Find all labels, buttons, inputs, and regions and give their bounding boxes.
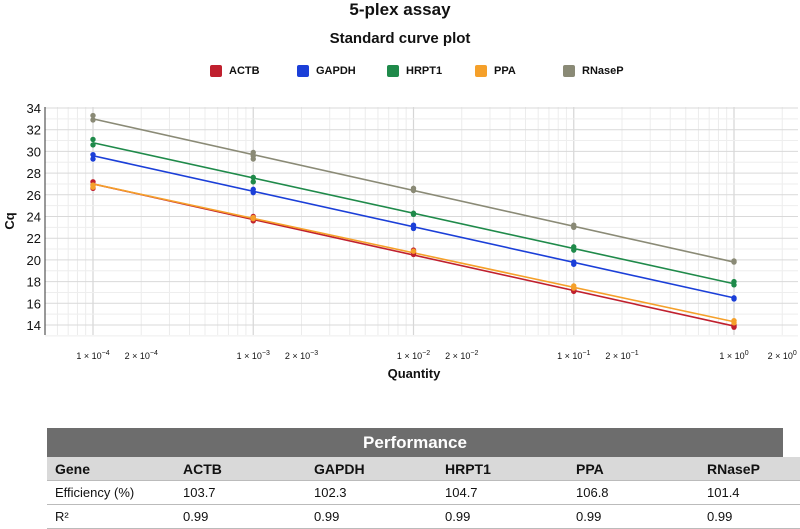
- data-point-hrpt1: [90, 136, 96, 143]
- efficiency-row: Efficiency (%) 103.7 102.3 104.7 106.8 1…: [47, 480, 800, 505]
- legend-item-ppa: PPA: [475, 65, 516, 77]
- x-axis-title: Quantity: [388, 366, 441, 381]
- data-point-hrpt1: [250, 174, 256, 181]
- x-tick-label: 2 × 10−1: [605, 350, 638, 361]
- data-point-ppa: [90, 184, 96, 190]
- y-tick-label: 18: [27, 275, 41, 290]
- data-point-hrpt1: [90, 142, 96, 148]
- column-header-hrpt1: HRPT1: [437, 457, 568, 481]
- efficiency-rnasep: 101.4: [699, 480, 800, 505]
- y-tick-label: 32: [27, 123, 41, 138]
- efficiency-ppa: 106.8: [568, 480, 699, 505]
- data-point-gapdh: [90, 156, 96, 162]
- data-point-hrpt1: [410, 211, 417, 218]
- efficiency-actb: 103.7: [175, 480, 306, 505]
- data-point-gapdh: [410, 225, 417, 232]
- efficiency-gapdh: 102.3: [306, 480, 437, 505]
- x-tick-label: 1 × 10−2: [397, 350, 430, 361]
- chart-subtitle: Standard curve plot: [329, 30, 471, 47]
- data-point-hrpt1: [571, 247, 577, 253]
- data-point-hrpt1: [731, 282, 737, 288]
- chart-legend: ACTB GAPDH HRPT1 PPA RNaseP: [0, 65, 800, 83]
- efficiency-hrpt1: 104.7: [437, 480, 568, 505]
- data-point-gapdh: [90, 151, 96, 158]
- data-point-actb: [731, 324, 737, 330]
- legend-swatch-rnasep: [563, 65, 575, 77]
- standard-curve-plot: 14 16 18 20 22 24 26 28 30 32 34 1 × 10−4 2 × 10−4 1 …: [2, 101, 798, 381]
- legend-label-actb: ACTB: [229, 65, 260, 77]
- row-label-r-squared: R²: [47, 504, 175, 529]
- x-tick-label: 1 × 10−3: [237, 350, 270, 361]
- performance-table-title: Performance: [47, 428, 783, 457]
- y-tick-label: 26: [27, 188, 41, 203]
- r-squared-hrpt1: 0.99: [437, 504, 568, 529]
- y-tick-label: 28: [27, 166, 41, 181]
- r-squared-ppa: 0.99: [568, 504, 699, 529]
- y-tick-label: 34: [27, 101, 41, 116]
- x-tick-label: 2 × 100: [768, 350, 797, 361]
- y-tick-label: 30: [27, 144, 41, 159]
- performance-table: Gene ACTB GAPDH HRPT1 PPA RNaseP Efficie…: [47, 457, 800, 529]
- data-point-rnasep: [410, 187, 417, 194]
- row-label-efficiency: Efficiency (%): [47, 480, 175, 505]
- data-point-rnasep: [250, 156, 256, 162]
- data-point-ppa: [250, 215, 256, 222]
- x-tick-label: 1 × 100: [719, 350, 748, 361]
- legend-swatch-ppa: [475, 65, 487, 77]
- column-header-gapdh: GAPDH: [306, 457, 437, 481]
- data-point-hrpt1: [250, 179, 256, 185]
- legend-label-ppa: PPA: [494, 65, 516, 77]
- legend-item-rnasep: RNaseP: [563, 65, 624, 77]
- y-tick-label: 22: [27, 231, 41, 246]
- data-point-rnasep: [731, 259, 737, 265]
- column-header-ppa: PPA: [568, 457, 699, 481]
- data-point-rnasep: [571, 224, 577, 231]
- column-header-gene: Gene: [47, 457, 175, 481]
- data-point-rnasep: [90, 112, 96, 119]
- r-squared-row: R² 0.99 0.99 0.99 0.99 0.99: [47, 504, 800, 529]
- data-point-ppa: [571, 285, 577, 291]
- y-tick-label: 16: [27, 296, 41, 311]
- column-header-rnasep: RNaseP: [699, 457, 800, 481]
- chart-title: 5-plex assay: [349, 0, 451, 19]
- y-axis-title: Cq: [2, 212, 17, 229]
- data-point-ppa: [410, 248, 417, 254]
- legend-swatch-gapdh: [297, 65, 309, 77]
- data-point-rnasep: [90, 117, 96, 123]
- data-point-gapdh: [571, 261, 577, 267]
- r-squared-rnasep: 0.99: [699, 504, 800, 529]
- r-squared-actb: 0.99: [175, 504, 306, 529]
- y-tick-label: 14: [27, 318, 41, 333]
- column-header-actb: ACTB: [175, 457, 306, 481]
- y-tick-label: 20: [27, 253, 41, 268]
- x-tick-label: 1 × 10−1: [557, 350, 590, 361]
- r-squared-gapdh: 0.99: [306, 504, 437, 529]
- legend-label-hrpt1: HRPT1: [406, 65, 443, 77]
- data-point-gapdh: [731, 296, 737, 302]
- plot-area: [45, 107, 798, 335]
- y-tick-label: 24: [27, 210, 41, 225]
- legend-item-gapdh: GAPDH: [297, 65, 356, 77]
- legend-label-rnasep: RNaseP: [582, 65, 624, 77]
- x-tick-label: 1 × 10−4: [76, 350, 109, 361]
- legend-item-hrpt1: HRPT1: [387, 65, 442, 77]
- performance-table-container: Performance Gene ACTB GAPDH HRPT1 PPA RN…: [47, 428, 800, 529]
- performance-header-row: Gene ACTB GAPDH HRPT1 PPA RNaseP: [47, 457, 800, 481]
- legend-label-gapdh: GAPDH: [316, 65, 356, 77]
- data-point-gapdh: [250, 189, 256, 196]
- legend-swatch-hrpt1: [387, 65, 399, 77]
- x-tick-label: 2 × 10−2: [445, 350, 478, 361]
- legend-swatch-actb: [210, 65, 222, 77]
- x-tick-label: 2 × 10−4: [125, 350, 158, 361]
- x-tick-label: 2 × 10−3: [285, 350, 318, 361]
- data-point-ppa: [731, 320, 737, 326]
- legend-item-actb: ACTB: [210, 65, 260, 77]
